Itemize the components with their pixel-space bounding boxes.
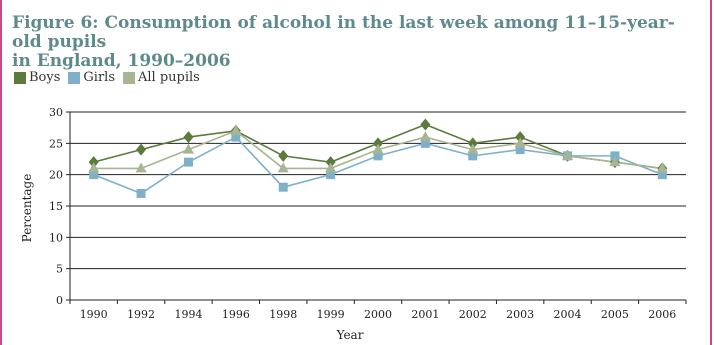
data-point-girls-1998	[278, 182, 288, 192]
x-tick-label-1998: 1998	[269, 308, 297, 321]
data-point-all-pupils-2005	[609, 156, 621, 167]
y-tick-label-0: 0	[56, 294, 63, 307]
data-point-girls-2006	[657, 170, 667, 180]
data-point-all-pupils-1992	[135, 162, 147, 173]
legend-swatch-boys	[14, 71, 26, 84]
data-point-all-pupils-1996	[230, 124, 242, 135]
chart-legend: Boys Girls All pupils	[14, 70, 202, 85]
data-point-boys-2002	[467, 137, 478, 150]
data-point-all-pupils-1999	[325, 162, 337, 173]
x-tick-label-1999: 1999	[317, 308, 345, 321]
data-point-girls-2005	[610, 151, 620, 161]
x-tick-label-2006: 2006	[648, 308, 676, 321]
data-point-girls-1990	[89, 170, 99, 180]
tick-labels: 0 5 10 15 20 25 30 1990 1992 1994 1996 1998 1999 2000…	[49, 106, 676, 321]
data-point-boys-1994	[183, 131, 194, 144]
y-tick-label-10: 10	[49, 231, 63, 244]
data-point-all-pupils-1998	[277, 162, 289, 173]
data-point-girls-2003	[515, 145, 525, 155]
data-point-boys-2003	[515, 131, 526, 144]
y-axis-label: Percentage	[20, 174, 34, 243]
legend-swatch-girls	[68, 71, 81, 84]
x-tick-label-1996: 1996	[222, 308, 250, 321]
data-point-boys-1992	[136, 143, 147, 156]
data-point-girls-2000	[373, 151, 383, 161]
data-point-all-pupils-2003	[514, 137, 526, 148]
data-point-boys-1999	[325, 156, 336, 169]
data-point-boys-1990	[88, 156, 99, 169]
y-tick-label-5: 5	[56, 263, 63, 276]
legend-item-all-pupils: All pupils	[123, 70, 200, 85]
figure-title-line-1: Figure 6: Consumption of alcohol in the …	[12, 13, 675, 52]
data-point-all-pupils-2001	[419, 131, 431, 142]
x-tick-label-2003: 2003	[506, 308, 534, 321]
data-point-girls-1992	[136, 188, 146, 198]
x-tick-label-2001: 2001	[411, 308, 439, 321]
data-point-girls-1996	[231, 132, 241, 142]
x-tick-label-1994: 1994	[174, 308, 202, 321]
gridlines	[70, 111, 686, 270]
data-point-boys-2001	[420, 118, 431, 131]
data-point-all-pupils-2006	[656, 162, 668, 173]
data-point-girls-1999	[326, 170, 336, 180]
data-point-boys-1998	[278, 149, 289, 162]
x-tick-label-2005: 2005	[601, 308, 629, 321]
x-tick-label-2002: 2002	[459, 308, 487, 321]
x-tick-label-2000: 2000	[364, 308, 392, 321]
figure-title: Figure 6: Consumption of alcohol in the …	[12, 14, 702, 71]
data-point-girls-1994	[183, 157, 193, 167]
axes	[66, 111, 687, 304]
data-point-girls-2002	[468, 151, 478, 161]
series-markers	[88, 118, 668, 198]
data-point-boys-2000	[373, 137, 383, 150]
legend-item-boys: Boys	[14, 70, 60, 85]
data-point-all-pupils-2004	[562, 149, 574, 160]
data-point-all-pupils-1994	[182, 143, 194, 154]
data-point-all-pupils-1990	[88, 162, 100, 173]
x-tick-label-1990: 1990	[80, 308, 108, 321]
figure-title-line-2: in England, 1990–2006	[12, 51, 231, 71]
legend-item-girls: Girls	[68, 70, 115, 85]
data-point-girls-2001	[420, 138, 430, 148]
legend-swatch-all-pupils	[123, 71, 135, 84]
legend-label-girls: Girls	[83, 70, 115, 85]
y-tick-label-20: 20	[49, 169, 63, 182]
legend-label-boys: Boys	[29, 70, 61, 85]
data-point-all-pupils-2000	[372, 143, 384, 154]
x-axis-label: Year	[336, 328, 364, 342]
x-tick-label-2004: 2004	[554, 308, 582, 321]
x-tick-label-1992: 1992	[127, 308, 155, 321]
y-tick-label-30: 30	[49, 106, 63, 119]
legend-label-all-pupils: All pupils	[138, 70, 200, 85]
y-tick-label-15: 15	[49, 200, 63, 213]
data-point-all-pupils-2002	[467, 143, 479, 154]
y-tick-label-25: 25	[49, 137, 63, 150]
